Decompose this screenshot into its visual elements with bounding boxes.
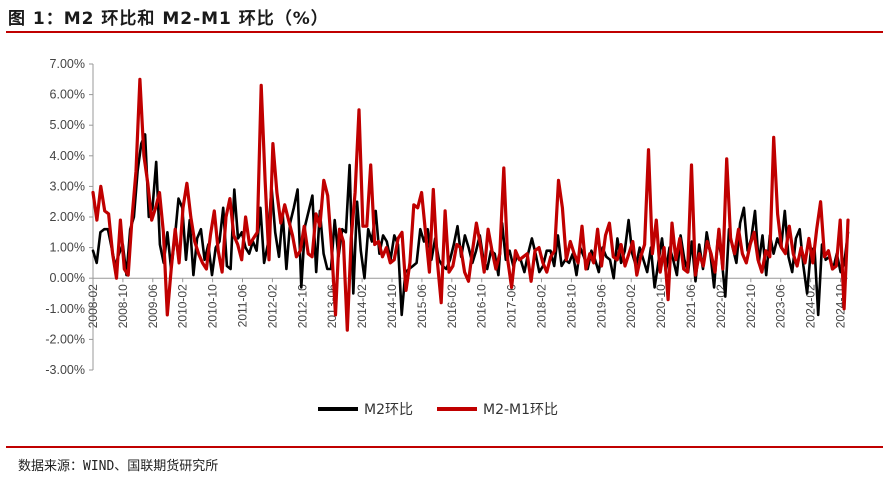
x-tick-label: 2020-10 (654, 284, 668, 328)
x-tick-label: 2021-06 (684, 284, 698, 328)
y-tick-label: -1.00% (45, 302, 85, 316)
x-tick-label: 2016-02 (445, 284, 459, 328)
y-tick-label: 1.00% (50, 241, 85, 255)
legend-item-m2: M2环比 (318, 402, 413, 418)
y-tick-label: 6.00% (50, 88, 85, 102)
legend-item-m2-m1: M2-M1环比 (437, 402, 558, 418)
x-tick-label: 2012-02 (265, 284, 279, 328)
x-tick-label: 2015-06 (415, 284, 429, 328)
x-tick-label: 2018-10 (564, 284, 578, 328)
x-tick-label: 2009-06 (146, 284, 160, 328)
y-axis: 7.00% 6.00% 5.00% 4.00% 3.00% 2.00% 1.00% 0.00%… (45, 57, 94, 377)
legend: M2环比 M2-M1环比 (318, 402, 558, 418)
legend-label: M2-M1环比 (483, 402, 558, 418)
series-layer (91, 77, 850, 332)
legend-label: M2环比 (364, 402, 413, 418)
x-tick-label: 2016-10 (475, 284, 489, 328)
x-tick-label: 2020-02 (624, 284, 638, 328)
y-tick-label: 4.00% (50, 149, 85, 163)
x-tick-label: 2017-06 (505, 284, 519, 328)
x-tick-label: 2019-06 (594, 284, 608, 328)
x-tick-label: 2023-06 (774, 284, 788, 328)
bottom-divider (6, 446, 883, 448)
x-tick-label: 2012-10 (295, 284, 309, 328)
x-tick-label: 2008-10 (116, 284, 130, 328)
x-axis: 2008-02 2008-10 2009-06 2010-02 2010-10 2011-… (86, 277, 848, 328)
x-tick-label: 2014-02 (355, 284, 369, 328)
x-tick-label: 2022-10 (744, 284, 758, 328)
x-tick-label: 2024-02 (804, 284, 818, 328)
x-tick-label: 2010-10 (206, 284, 220, 328)
line-chart: 7.00% 6.00% 5.00% 4.00% 3.00% 2.00% 1.00% 0.00%… (45, 57, 850, 418)
y-tick-label: 5.00% (50, 118, 85, 132)
data-source-note: 数据来源：WIND、国联期货研究所 (18, 459, 219, 474)
x-tick-label: 2011-06 (236, 284, 250, 327)
y-tick-label: -2.00% (45, 332, 85, 346)
x-tick-label: 2018-02 (535, 284, 549, 328)
y-tick-label: 3.00% (50, 179, 85, 193)
x-tick-label: 2008-02 (86, 284, 100, 328)
y-tick-label: 0.00% (50, 271, 85, 285)
y-tick-label: 2.00% (50, 210, 85, 224)
y-tick-label: -3.00% (45, 363, 85, 377)
y-tick-label: 7.00% (50, 57, 85, 71)
x-tick-label: 2014-10 (385, 284, 399, 328)
x-tick-label: 2010-02 (176, 284, 190, 328)
figure-title: 图 1：M2 环比和 M2-M1 环比（%） (8, 9, 329, 29)
top-divider (6, 31, 883, 33)
series-line-m2-m1 (91, 77, 850, 332)
